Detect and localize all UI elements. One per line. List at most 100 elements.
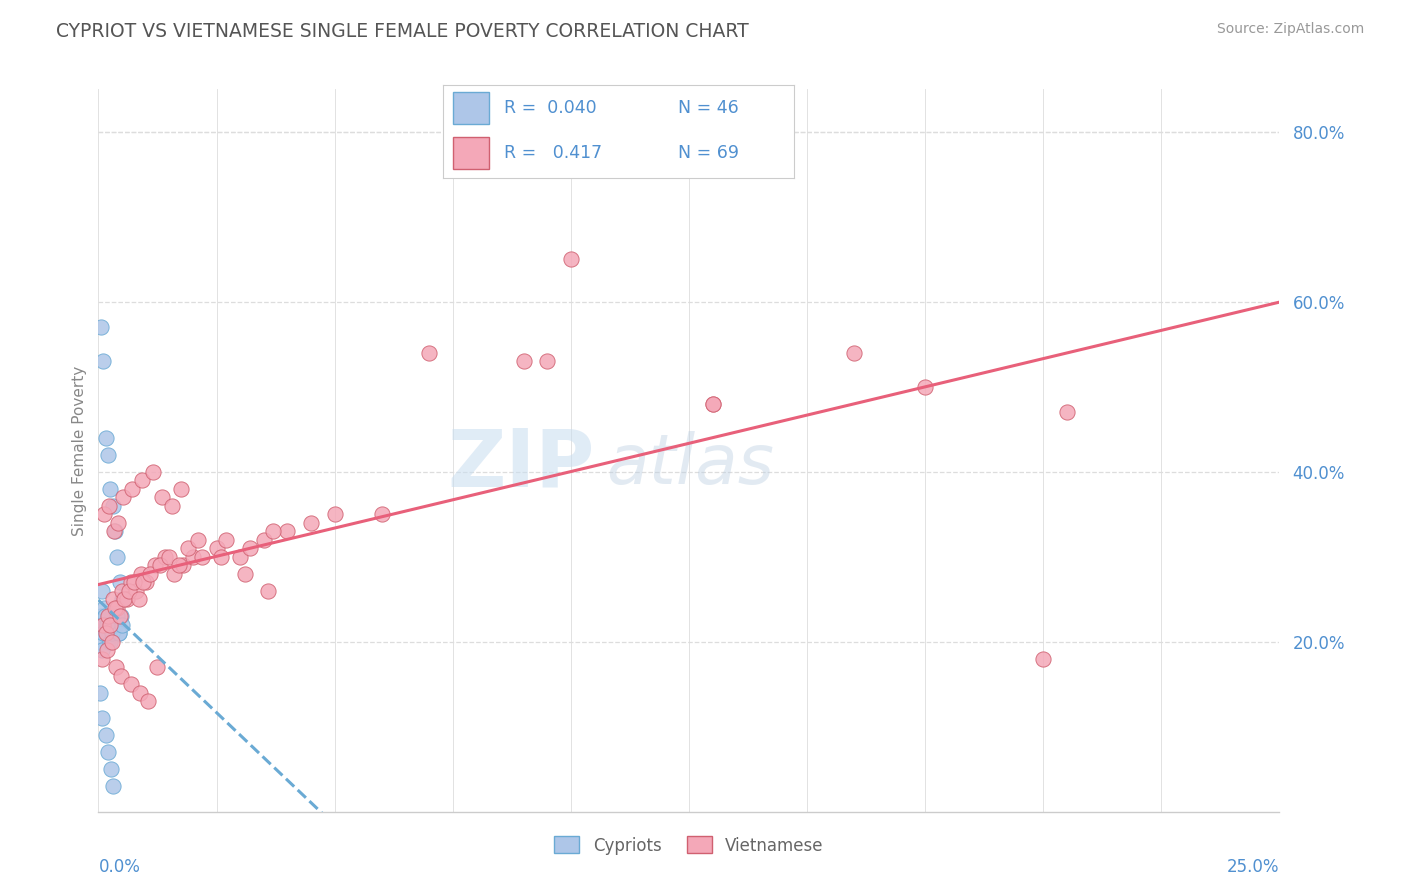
Point [91,583,114,598]
Point [103,524,125,539]
Text: atlas: atlas [606,432,775,499]
Point [239,541,262,556]
Point [149,558,172,573]
Point [262,524,284,539]
Point [94,626,117,640]
Point [90,609,112,624]
Text: 0.0%: 0.0% [98,858,141,877]
Point [702,397,724,411]
Point [323,507,346,521]
Point [229,549,252,564]
Point [157,549,180,564]
Point [107,516,129,530]
Point [110,669,132,683]
Point [96,614,118,628]
Point [94,431,117,445]
Text: R =   0.417: R = 0.417 [505,145,603,162]
Point [160,499,183,513]
Point [146,660,169,674]
Point [105,549,128,564]
Point [93,600,115,615]
Point [94,728,117,742]
Point [170,482,193,496]
Point [560,252,582,267]
Point [103,617,125,632]
Point [121,482,143,496]
Point [209,549,232,564]
Point [131,473,153,487]
Point [172,558,194,573]
Point [418,345,440,359]
Point [98,482,121,496]
Point [276,524,298,539]
FancyBboxPatch shape [453,137,489,169]
Point [91,711,114,725]
Text: ZIP: ZIP [447,425,595,504]
Point [205,541,228,556]
Point [142,465,165,479]
Point [101,626,124,640]
Point [143,558,166,573]
Point [103,609,125,624]
Point [91,617,114,632]
Point [150,490,173,504]
Point [371,507,394,521]
Point [125,583,148,598]
Point [91,617,114,632]
Point [93,507,115,521]
Point [91,354,114,368]
Point [108,575,131,590]
Point [153,549,176,564]
Point [191,549,214,564]
Point [90,320,112,334]
Point [89,634,111,648]
Text: Source: ZipAtlas.com: Source: ZipAtlas.com [1216,22,1364,37]
Point [97,634,120,648]
Point [97,448,120,462]
Point [100,609,122,624]
Point [1032,651,1054,665]
Point [122,575,145,590]
Point [177,541,200,556]
Point [94,609,117,624]
Point [105,660,128,674]
Point [111,583,134,598]
Point [108,626,131,640]
Point [115,592,138,607]
Point [96,617,118,632]
Point [139,566,162,581]
Point [253,533,276,547]
Point [98,617,121,632]
Point [135,575,157,590]
Point [110,609,132,624]
Point [98,631,121,645]
Point [94,626,117,640]
Point [91,651,114,665]
Point [128,592,150,607]
Point [105,600,128,615]
Point [233,566,256,581]
Point [112,592,135,607]
Point [167,558,190,573]
Point [96,643,118,657]
Point [120,677,142,691]
Point [536,354,558,368]
Point [118,583,141,598]
Point [100,762,122,776]
Point [89,686,111,700]
Point [181,549,204,564]
Point [512,354,534,368]
Point [844,345,866,359]
Point [101,499,124,513]
FancyBboxPatch shape [453,92,489,124]
Point [1056,405,1078,419]
Point [111,592,134,607]
Point [108,609,131,624]
Point [110,617,132,632]
Point [100,622,122,636]
Point [111,490,134,504]
Point [100,634,122,648]
Point [187,533,209,547]
Point [90,617,112,632]
Point [101,592,124,607]
